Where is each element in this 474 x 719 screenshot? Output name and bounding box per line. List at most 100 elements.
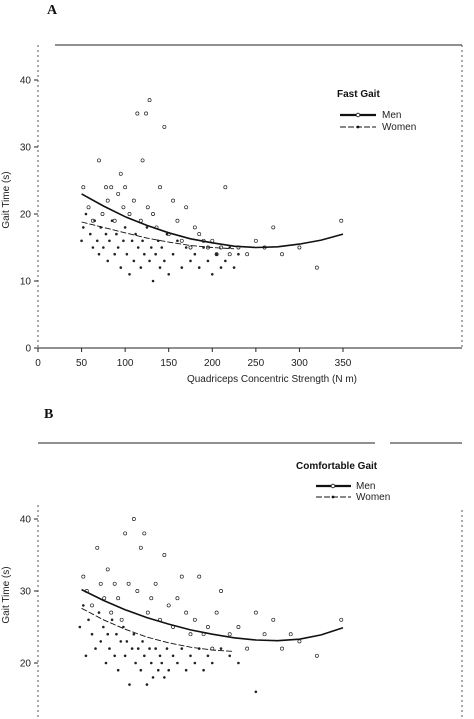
panel-b-men-point <box>271 617 276 622</box>
panel-a-women-point <box>193 252 197 256</box>
panel-a-x-tick-label: 0 <box>35 358 41 369</box>
panel-b-women-point <box>151 676 155 679</box>
panel-b-men-point <box>142 531 147 536</box>
panel-a-women-point <box>154 252 157 256</box>
panel-b-men-point <box>245 646 250 651</box>
panel-a-women-point <box>132 259 136 263</box>
panel-a-x-tick-label: 350 <box>335 358 352 369</box>
panel-a-men-point <box>135 111 140 116</box>
panel-b-women-point <box>104 661 108 665</box>
panel-a-men-point <box>219 245 223 250</box>
panel-b-women-fit-line <box>81 607 235 652</box>
panel-b-men-point <box>105 567 110 572</box>
panel-b-y-tick-label: 20 <box>20 659 32 670</box>
panel-b-men-point <box>253 610 258 615</box>
panel-b-women-point <box>139 668 143 672</box>
panel-b-women-point <box>115 632 118 636</box>
panel-a-women-point <box>156 239 160 243</box>
panel-a-women-point <box>125 252 129 256</box>
panel-b-women-point <box>108 647 111 650</box>
panel-a-men-point <box>123 185 128 190</box>
panel-a-women-point <box>102 246 105 249</box>
panel-b-men-point <box>184 610 189 615</box>
panel-a: A 0 10 20 30 40 0 50 100 150 200 250 300 350 Quadri… <box>1 3 463 385</box>
panel-a-men-point <box>140 158 145 163</box>
panel-b-women-point <box>119 640 123 643</box>
panel-b-women-point <box>116 668 120 672</box>
panel-b-men-point <box>116 596 121 601</box>
panel-a-men-point <box>145 205 150 210</box>
panel-a-men-point <box>280 252 284 257</box>
panel-b-men-point <box>288 632 293 637</box>
panel-a-women-point <box>148 259 151 263</box>
panel-a-men-point <box>175 218 180 223</box>
panel-a-men-point <box>184 205 189 210</box>
panel-b-letter: B <box>44 407 53 422</box>
panel-a-women-point <box>128 273 131 276</box>
panel-b-women-point <box>202 668 205 672</box>
panel-a-women-fit-line <box>81 221 235 250</box>
panel-b-men-point <box>179 574 184 579</box>
panel-b-women-point <box>90 632 94 636</box>
panel-b-women-point <box>94 647 97 650</box>
panel-b: B 20 30 40 Gait Time (s) Comfortable Gait … <box>1 407 463 719</box>
panel-a-legend-title: Fast Gait <box>337 89 380 100</box>
panel-a-men-point <box>197 232 202 237</box>
panel-b-y-label: Gait Time (s) <box>1 566 12 623</box>
panel-b-women-point <box>206 654 210 658</box>
panel-a-men-point <box>162 124 167 129</box>
panel-b-legend-men-marker <box>330 483 336 489</box>
panel-b-women-point <box>82 604 85 607</box>
panel-b-women-point <box>254 690 258 694</box>
panel-a-women-point <box>136 246 140 249</box>
panel-a-women-point <box>197 266 201 269</box>
panel-a-women-point <box>228 246 232 249</box>
panel-b-legend-title: Comfortable Gait <box>296 461 378 472</box>
panel-a-points <box>80 98 344 283</box>
panel-b-women-point <box>123 654 127 658</box>
panel-a-women-point <box>88 232 92 236</box>
panel-a-y-tick-label: 10 <box>20 277 32 288</box>
panel-b-men-point <box>192 617 197 622</box>
panel-b-women-point <box>163 676 166 679</box>
panel-b-men-point <box>175 596 180 601</box>
panel-b-women-point <box>149 661 153 665</box>
panel-a-men-point <box>223 185 228 190</box>
panel-a-men-point <box>179 238 184 243</box>
panel-b-women-point <box>156 668 160 672</box>
panel-b-women-point <box>125 640 129 643</box>
panel-b-women-point <box>237 661 240 665</box>
panel-a-fit-lines <box>81 193 344 250</box>
panel-b-women-point <box>219 647 223 650</box>
panel-a-women-point <box>145 226 149 229</box>
panel-a-men-point <box>192 225 197 230</box>
panel-b-women-point <box>189 654 192 658</box>
panel-b-legend-women-label: Women <box>356 492 390 503</box>
panel-b-men-point <box>90 603 94 608</box>
panel-a-women-point <box>163 259 166 263</box>
panel-b-women-point <box>78 625 82 629</box>
panel-b-men-point <box>138 545 143 550</box>
panel-a-men-point <box>112 218 117 223</box>
panel-a-letter: A <box>47 3 58 18</box>
panel-a-x-tick-label: 100 <box>117 358 134 369</box>
panel-b-men-point <box>131 517 136 521</box>
panel-b-y-ticks: 20 30 40 <box>20 515 38 670</box>
panel-b-men-point <box>95 545 100 550</box>
panel-b-men-point <box>262 632 267 637</box>
panel-b-women-point <box>158 654 162 658</box>
panel-a-women-point <box>116 246 120 249</box>
panel-b-men-point <box>126 581 131 586</box>
panel-b-men-point <box>314 653 319 658</box>
panel-b-men-point <box>205 625 210 629</box>
panel-a-women-point <box>130 239 134 243</box>
panel-b-legend-men-label: Men <box>356 481 375 492</box>
panel-a-y-tick-label: 20 <box>20 210 32 221</box>
panel-b-women-point <box>210 661 214 665</box>
panel-b-men-point <box>98 581 103 586</box>
panel-a-women-point <box>215 252 218 256</box>
panel-b-men-point <box>162 553 167 557</box>
panel-a-women-point <box>206 259 210 263</box>
panel-a-women-point <box>219 266 223 269</box>
